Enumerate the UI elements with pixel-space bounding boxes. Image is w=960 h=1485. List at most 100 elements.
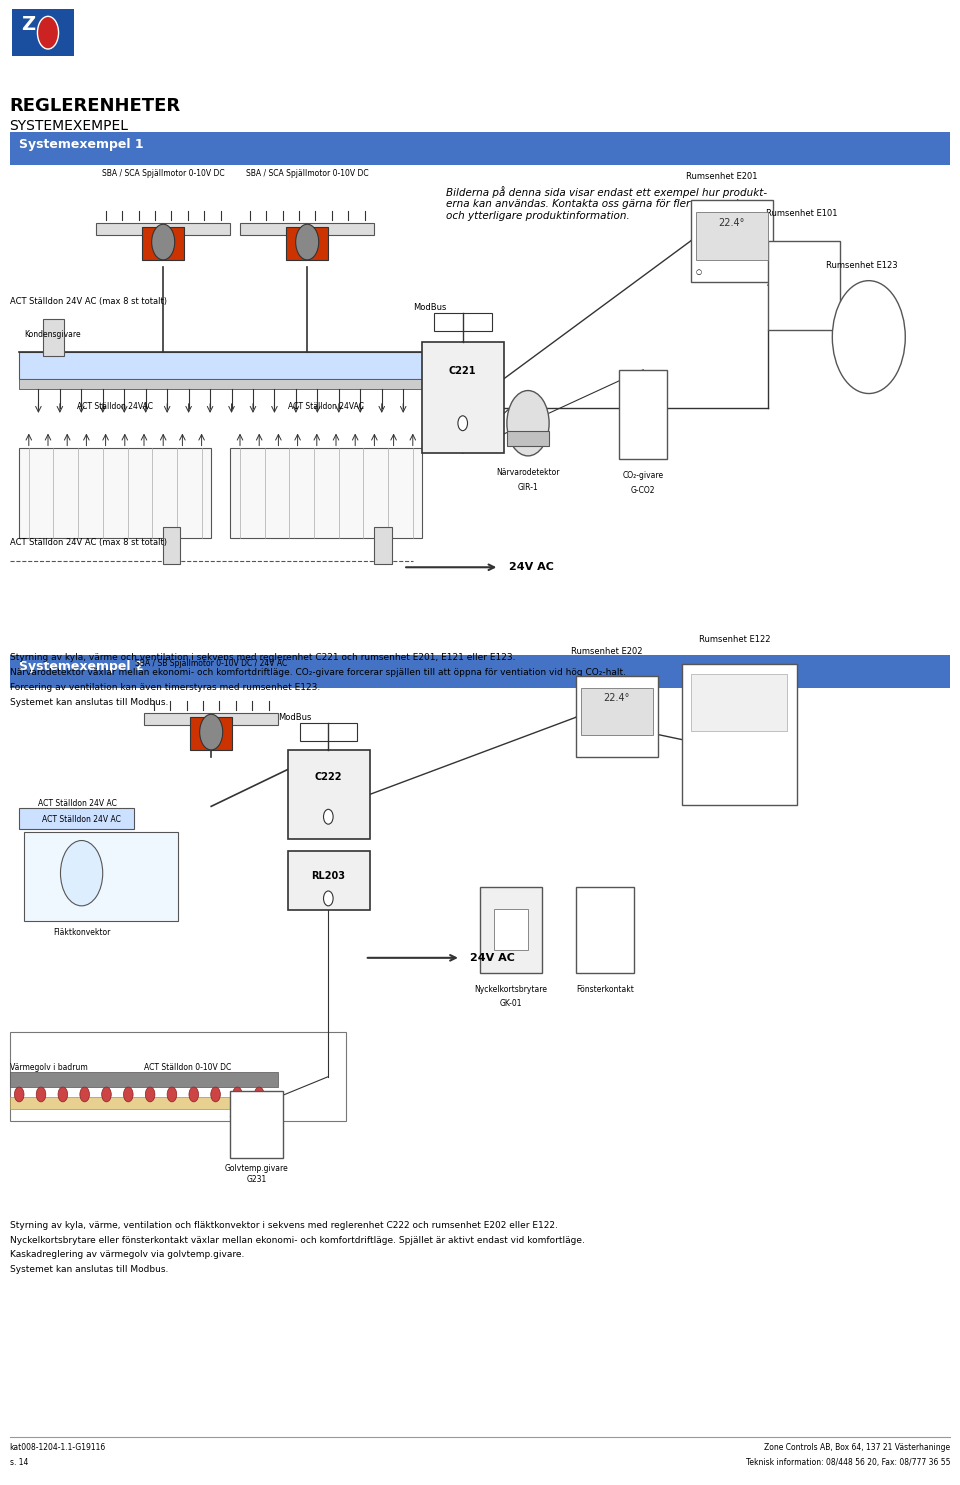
Circle shape bbox=[36, 1087, 46, 1102]
Bar bbox=[163, 527, 180, 564]
Text: SBA / SCA Spjällmotor 0-10V DC: SBA / SCA Spjällmotor 0-10V DC bbox=[102, 169, 225, 178]
Bar bbox=[240, 223, 374, 235]
Text: Närvarodetektor: Närvarodetektor bbox=[496, 468, 560, 477]
Text: GK-01: GK-01 bbox=[499, 999, 522, 1008]
Circle shape bbox=[145, 1087, 155, 1102]
Text: Fönsterkontakt: Fönsterkontakt bbox=[576, 985, 634, 993]
Bar bbox=[434, 313, 492, 331]
Circle shape bbox=[14, 1087, 24, 1102]
Text: kat008-1204-1.1-G19116: kat008-1204-1.1-G19116 bbox=[10, 1443, 106, 1452]
Bar bbox=[24, 832, 178, 921]
Circle shape bbox=[167, 1087, 177, 1102]
Bar bbox=[682, 664, 797, 805]
Bar bbox=[691, 674, 787, 731]
Text: ModBus: ModBus bbox=[413, 303, 446, 312]
Circle shape bbox=[80, 1087, 89, 1102]
Text: Styrning av kyla, värme och ventilation i sekvens med reglerenhet C221 och rumse: Styrning av kyla, värme och ventilation … bbox=[10, 653, 516, 662]
Bar bbox=[12, 9, 74, 56]
Bar bbox=[230, 1091, 283, 1158]
Text: Z: Z bbox=[21, 15, 36, 34]
Text: Bilderna på denna sida visar endast ett exempel hur produkt-
erna kan användas. : Bilderna på denna sida visar endast ett … bbox=[446, 186, 768, 221]
Circle shape bbox=[458, 416, 468, 431]
Text: Forcering av ventilation kan även timerstyras med rumsenhet E123.: Forcering av ventilation kan även timers… bbox=[10, 683, 320, 692]
Bar bbox=[19, 352, 422, 379]
Bar bbox=[480, 887, 542, 973]
Text: Styrning av kyla, värme, ventilation och fläktkonvektor i sekvens med reglerenhe: Styrning av kyla, värme, ventilation och… bbox=[10, 1221, 558, 1230]
Bar bbox=[144, 713, 278, 725]
Text: REGLERENHETER: REGLERENHETER bbox=[10, 97, 180, 114]
Bar bbox=[507, 431, 549, 446]
Circle shape bbox=[211, 1087, 221, 1102]
Circle shape bbox=[324, 809, 333, 824]
Text: Rumsenhet E101: Rumsenhet E101 bbox=[766, 209, 837, 218]
Text: ACT Ställdon 0-10V DC: ACT Ställdon 0-10V DC bbox=[144, 1063, 231, 1072]
Text: GIR-1: GIR-1 bbox=[517, 483, 539, 492]
Text: Golvtemp.givare
G231: Golvtemp.givare G231 bbox=[225, 1164, 288, 1184]
Text: Närvarodetektor växlar mellan ekonomi- och komfortdriftläge. CO₂-givare forcerar: Närvarodetektor växlar mellan ekonomi- o… bbox=[10, 668, 626, 677]
Bar bbox=[288, 750, 370, 839]
Bar bbox=[768, 241, 840, 330]
Circle shape bbox=[102, 1087, 111, 1102]
Bar bbox=[19, 808, 134, 829]
Text: Värmegolv i badrum: Värmegolv i badrum bbox=[10, 1063, 87, 1072]
Bar bbox=[142, 227, 184, 260]
Text: Kondensgivare: Kondensgivare bbox=[24, 330, 81, 339]
Bar bbox=[10, 655, 950, 688]
Bar bbox=[494, 909, 528, 950]
Text: ACT Ställdon 24VAC: ACT Ställdon 24VAC bbox=[77, 402, 154, 411]
Text: RL203: RL203 bbox=[311, 872, 346, 881]
Text: ACT Ställdon 24V AC: ACT Ställdon 24V AC bbox=[42, 815, 121, 824]
Bar bbox=[190, 717, 232, 750]
Text: Rumsenhet E123: Rumsenhet E123 bbox=[826, 261, 898, 270]
Circle shape bbox=[254, 1087, 264, 1102]
Bar bbox=[96, 223, 230, 235]
Text: CO₂-givare: CO₂-givare bbox=[623, 471, 663, 480]
Text: ModBus: ModBus bbox=[278, 713, 312, 722]
Bar bbox=[10, 1072, 278, 1087]
Text: Systemexempel 1: Systemexempel 1 bbox=[19, 138, 144, 150]
Text: Rumsenhet E122: Rumsenhet E122 bbox=[699, 636, 770, 644]
Bar bbox=[10, 1097, 278, 1109]
Text: 22.4°: 22.4° bbox=[603, 693, 630, 702]
Text: Rumsenhet E202: Rumsenhet E202 bbox=[571, 647, 642, 656]
Text: ACT Ställdon 24V AC: ACT Ställdon 24V AC bbox=[38, 799, 117, 808]
Bar bbox=[422, 342, 504, 453]
Text: Nyckelkortsbrytare: Nyckelkortsbrytare bbox=[474, 985, 547, 993]
Bar bbox=[576, 676, 658, 757]
Circle shape bbox=[37, 16, 59, 49]
Bar bbox=[288, 851, 370, 910]
Bar bbox=[374, 527, 392, 564]
Bar bbox=[691, 200, 773, 282]
Text: ACT Ställdon 24VAC: ACT Ställdon 24VAC bbox=[288, 402, 365, 411]
Bar bbox=[10, 1032, 346, 1121]
Text: Rumsenhet E201: Rumsenhet E201 bbox=[686, 172, 757, 181]
Text: 24V AC: 24V AC bbox=[509, 563, 554, 572]
Text: 22.4°: 22.4° bbox=[718, 218, 745, 227]
Text: 24V AC: 24V AC bbox=[470, 953, 516, 962]
Circle shape bbox=[200, 714, 223, 750]
Bar bbox=[10, 132, 950, 165]
Text: SBA / SCA Spjällmotor 0-10V DC: SBA / SCA Spjällmotor 0-10V DC bbox=[246, 169, 369, 178]
Text: Zone Controls AB, Box 64, 137 21 Västerhaninge: Zone Controls AB, Box 64, 137 21 Västerh… bbox=[764, 1443, 950, 1452]
Bar bbox=[230, 448, 422, 538]
Bar bbox=[576, 887, 634, 973]
Text: ACT Ställdon 24V AC (max 8 st totalt): ACT Ställdon 24V AC (max 8 st totalt) bbox=[10, 297, 167, 306]
Bar bbox=[19, 379, 422, 389]
Circle shape bbox=[296, 224, 319, 260]
Bar bbox=[19, 448, 211, 538]
Text: Systemexempel 2: Systemexempel 2 bbox=[19, 661, 144, 673]
Circle shape bbox=[58, 1087, 67, 1102]
Text: ACT Ställdon 24V AC (max 8 st totalt): ACT Ställdon 24V AC (max 8 st totalt) bbox=[10, 538, 167, 546]
Circle shape bbox=[189, 1087, 199, 1102]
Text: Systemet kan anslutas till Modbus.: Systemet kan anslutas till Modbus. bbox=[10, 1265, 168, 1274]
Circle shape bbox=[324, 891, 333, 906]
Text: SBA / SB Spjällmotor 0-10V DC / 24V AC: SBA / SB Spjällmotor 0-10V DC / 24V AC bbox=[135, 659, 287, 668]
Text: SYSTEMEXEMPEL: SYSTEMEXEMPEL bbox=[10, 119, 129, 132]
Text: C222: C222 bbox=[315, 772, 342, 781]
Circle shape bbox=[152, 224, 175, 260]
Bar bbox=[619, 370, 667, 459]
Bar bbox=[43, 319, 64, 356]
Circle shape bbox=[232, 1087, 242, 1102]
Text: Fläktkonvektor: Fläktkonvektor bbox=[53, 928, 110, 937]
Circle shape bbox=[507, 391, 549, 456]
